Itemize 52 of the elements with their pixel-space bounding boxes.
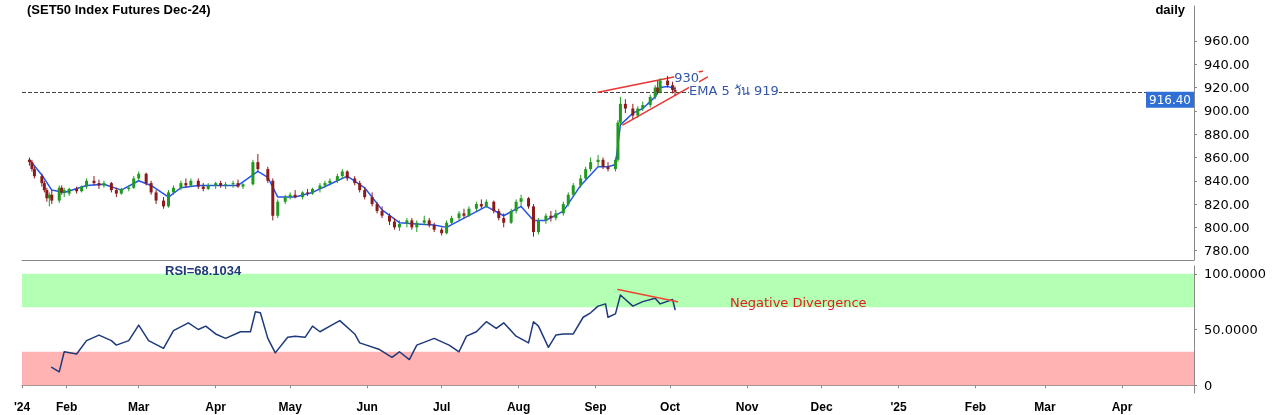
annotation: Negative Divergence — [730, 295, 867, 310]
x-tick-label: Mar — [128, 400, 150, 414]
x-tick-label: '24 — [13, 400, 31, 414]
y-tick-label: 100.0000 — [1204, 266, 1267, 282]
y-tick-label: 920.00 — [1204, 80, 1250, 96]
y-tick-label: 880.00 — [1204, 126, 1250, 142]
y-tick-label: 900.00 — [1204, 103, 1250, 119]
candlestick — [236, 179, 240, 189]
x-tick-label: May — [278, 400, 303, 414]
candlestick — [40, 173, 44, 188]
x-tick-label: Jul — [432, 400, 451, 414]
candlestick — [256, 153, 260, 172]
y-tick-label: 840.00 — [1204, 173, 1250, 189]
y-tick-label: 960.00 — [1204, 33, 1250, 49]
candlestick — [318, 182, 322, 193]
chart-title: (SET50 Index Futures Dec-24) — [27, 2, 211, 17]
line-series — [51, 294, 676, 373]
x-tick-label: Feb — [56, 400, 78, 414]
y-tick-label: 800.00 — [1204, 219, 1250, 235]
x-tick-label: Apr — [1111, 400, 1133, 414]
candlestick — [519, 194, 523, 207]
y-tick-label: 940.00 — [1204, 56, 1250, 72]
candlestick — [554, 209, 558, 221]
x-tick-label: Feb — [964, 400, 987, 414]
x-tick-label: Apr — [205, 400, 227, 414]
x-tick-label: Dec — [810, 400, 833, 414]
x-tick-label: Mar — [1034, 400, 1057, 414]
candlestick — [276, 198, 280, 219]
annotation: 930 — [674, 70, 699, 86]
annotation: EMA 5 วัน 919 — [689, 83, 779, 99]
candlestick — [673, 85, 677, 97]
candlestick — [380, 205, 384, 219]
y-tick-label: 780.00 — [1204, 243, 1250, 259]
candlestick — [251, 159, 255, 186]
y-tick-label: 0 — [1204, 377, 1213, 393]
candlestick — [405, 217, 409, 228]
x-tick-label: Aug — [506, 400, 531, 414]
y-tick-label: 50.0000 — [1204, 322, 1258, 337]
y-tick-label: 820.00 — [1204, 196, 1250, 212]
x-tick-label: Jun — [356, 400, 378, 414]
chart-subtitle: daily — [1155, 2, 1186, 17]
x-tick-label: Nov — [735, 400, 759, 414]
candlestick — [241, 182, 245, 190]
x-tick-label: '25 — [890, 400, 907, 414]
x-tick-label: Sep — [584, 400, 607, 414]
y-tick-label: 860.00 — [1204, 149, 1250, 165]
chart-title: RSI=68.1034 — [165, 263, 243, 278]
candlestick — [231, 180, 235, 189]
x-tick-label: Oct — [660, 400, 681, 414]
ref-line-label: 916.40 — [1149, 92, 1191, 107]
candlestick — [462, 208, 466, 219]
candlestick — [370, 191, 374, 207]
